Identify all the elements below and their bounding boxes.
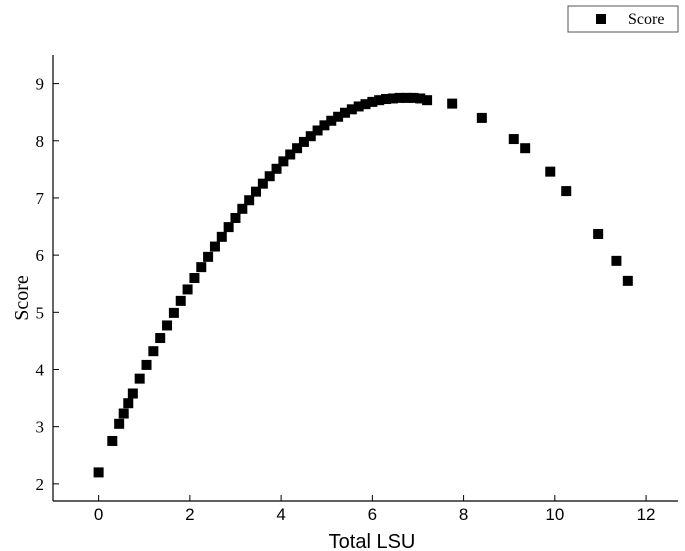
data-point [251, 186, 262, 197]
x-axis-ticks: 0 2 4 6 8 10 12 [94, 495, 656, 524]
data-point [278, 156, 289, 167]
data-point [312, 125, 323, 136]
data-point [476, 112, 487, 123]
x-tick-label: 12 [637, 505, 656, 524]
data-point [93, 467, 104, 478]
data-point [107, 435, 118, 446]
data-point [298, 136, 309, 147]
data-point [401, 92, 412, 103]
x-tick-label: 2 [185, 505, 194, 524]
plot-area [53, 55, 678, 501]
legend-box [567, 5, 679, 33]
data-point [264, 171, 275, 182]
data-point [374, 95, 385, 106]
data-point [593, 228, 604, 239]
legend-marker [596, 14, 606, 24]
data-point [508, 134, 519, 145]
data-point [561, 186, 572, 197]
data-point [175, 295, 186, 306]
x-tick-label: 0 [94, 505, 103, 524]
data-point [216, 231, 227, 242]
data-point [141, 359, 152, 370]
data-point [353, 101, 364, 112]
data-point [545, 166, 556, 177]
data-points [93, 92, 633, 478]
data-point [381, 94, 392, 105]
data-point [189, 273, 200, 283]
y-tick-label: 7 [36, 189, 45, 208]
data-point [203, 251, 214, 262]
data-point [123, 398, 134, 409]
data-point [114, 418, 125, 429]
data-point [622, 275, 633, 286]
data-point [271, 163, 282, 174]
data-point [319, 120, 330, 131]
data-point [422, 95, 433, 106]
data-point [230, 212, 241, 223]
data-point [196, 262, 207, 273]
data-point [520, 143, 531, 154]
data-point [182, 284, 193, 295]
data-point [415, 93, 426, 104]
y-tick-label: 3 [36, 418, 45, 437]
data-point [162, 320, 173, 331]
data-point [360, 99, 371, 110]
y-axis-title: Score [11, 275, 33, 321]
y-tick-label: 9 [36, 75, 45, 94]
y-tick-label: 5 [36, 303, 45, 322]
legend-label: Score [628, 11, 664, 28]
x-tick-label: 10 [545, 505, 564, 524]
data-point [134, 373, 145, 384]
y-tick-label: 6 [36, 246, 45, 265]
x-tick-label: 6 [368, 505, 377, 524]
data-point [333, 111, 344, 122]
data-point [447, 98, 458, 109]
data-point [305, 131, 316, 142]
data-point [155, 333, 166, 344]
y-axis-ticks: 2 3 4 5 6 7 8 9 [36, 75, 59, 494]
data-point [209, 241, 220, 252]
data-point [168, 307, 179, 318]
data-point [285, 149, 296, 160]
data-point [223, 222, 234, 233]
data-point [367, 96, 378, 107]
data-point [118, 408, 129, 419]
x-axis-title: Total LSU [329, 531, 416, 551]
data-point [257, 178, 268, 189]
data-point [346, 104, 357, 115]
legend: Score [567, 5, 679, 33]
data-point [408, 92, 419, 103]
data-point [611, 255, 622, 266]
data-point [326, 115, 337, 126]
data-point [292, 143, 303, 154]
y-tick-label: 8 [36, 132, 45, 151]
data-point [127, 388, 138, 399]
y-tick-label: 4 [36, 360, 45, 379]
data-point [148, 346, 159, 357]
y-tick-label: 2 [36, 475, 45, 494]
data-point [394, 92, 405, 103]
data-point [387, 93, 398, 104]
data-point [237, 203, 248, 214]
x-tick-label: 8 [459, 505, 468, 524]
x-tick-label: 4 [276, 505, 285, 524]
data-point [339, 107, 350, 118]
data-point [244, 195, 255, 206]
